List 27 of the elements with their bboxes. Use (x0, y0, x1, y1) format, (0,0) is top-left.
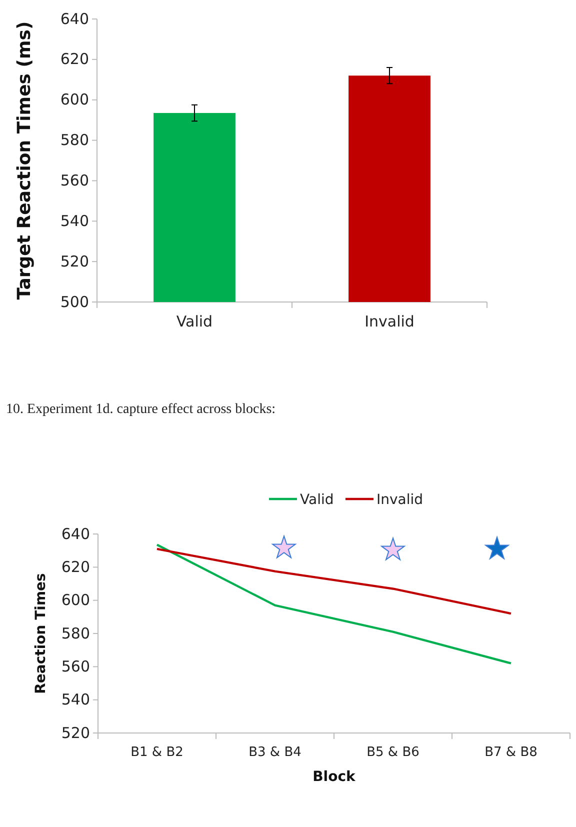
y-tick-label: 560 (61, 657, 90, 676)
y-tick-label: 500 (60, 292, 89, 311)
y-tick-label: 600 (61, 591, 90, 610)
y-axis-title: Target Reaction Times (ms) (14, 21, 35, 300)
legend-label: Valid (300, 492, 334, 508)
y-tick-label: 640 (61, 524, 90, 543)
x-tick-label: B1 & B2 (130, 745, 184, 760)
y-tick-label: 640 (60, 10, 89, 28)
y-tick-label: 540 (60, 212, 89, 230)
y-tick-label: 520 (60, 252, 89, 270)
y-tick-label: 600 (60, 90, 89, 109)
y-tick-label: 580 (60, 131, 89, 150)
y-tick-label: 520 (61, 724, 90, 742)
line-series (156, 544, 512, 664)
x-tick-label: B5 & B6 (366, 745, 420, 760)
x-tick-label: B3 & B4 (248, 745, 302, 760)
legend-label: Invalid (376, 492, 424, 508)
y-tick-label: 560 (60, 172, 89, 190)
y-axis-title: Reaction Times (33, 573, 49, 694)
y-tick-label: 540 (61, 690, 90, 709)
x-axis-title: Block (312, 769, 356, 785)
y-tick-label: 620 (60, 50, 89, 68)
chart-title: 10. Experiment 1d. capture effect across blocks: (6, 402, 276, 417)
x-tick-label: B7 & B8 (484, 745, 538, 760)
y-tick-label: 580 (61, 624, 90, 642)
y-tick-label: 620 (61, 558, 90, 576)
line-series (156, 548, 512, 615)
